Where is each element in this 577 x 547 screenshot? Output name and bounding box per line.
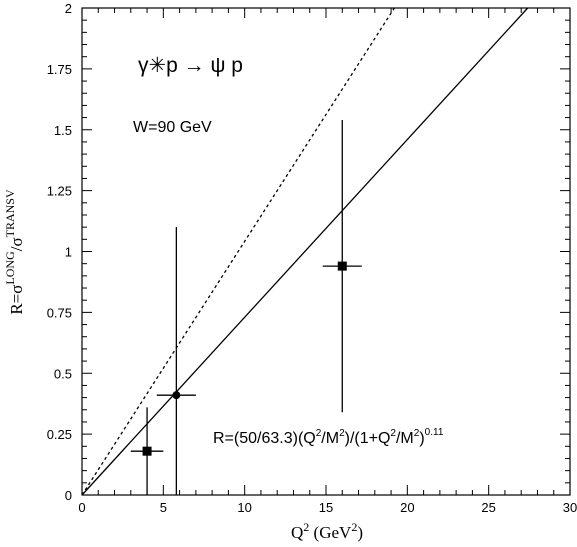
x-axis-title: Q2 (GeV2) — [291, 520, 363, 542]
y-axis: 0 0.25 0.5 0.75 1 1.25 1.5 1.75 2 — [47, 1, 570, 503]
dotted-fit-line — [81, 7, 395, 496]
data-points — [130, 120, 362, 495]
data-point — [322, 120, 362, 413]
x-tick-label: 30 — [563, 500, 577, 515]
circle-marker — [172, 391, 181, 400]
fit-lines — [81, 7, 529, 496]
x-axis: 0 5 10 15 20 25 30 — [78, 8, 577, 515]
y-tick-label: 0.25 — [47, 427, 72, 442]
x-tick-label: 15 — [319, 500, 333, 515]
formula-label: R=(50/63.3)(Q2/M2)/(1+Q2/M2)0.11 — [213, 427, 444, 447]
plot-frame — [81, 7, 571, 496]
process-label: γ✳p → ψ p — [138, 54, 243, 77]
data-point — [156, 227, 196, 495]
y-tick-label: 0.5 — [54, 366, 72, 381]
y-axis-title: R=σLONG/σTRANSV — [3, 189, 26, 315]
x-tick-label: 20 — [400, 500, 414, 515]
data-point — [130, 407, 164, 495]
square-marker — [337, 261, 347, 271]
y-tick-label: 1.5 — [54, 123, 72, 138]
y-tick-label: 2 — [65, 1, 72, 16]
x-tick-label: 10 — [237, 500, 251, 515]
solid-fit-line — [81, 7, 529, 496]
x-tick-label: 0 — [78, 500, 85, 515]
y-tick-label: 0 — [65, 488, 72, 503]
y-tick-label: 1 — [65, 245, 72, 260]
square-marker — [142, 446, 152, 456]
y-tick-label: 1.25 — [47, 184, 72, 199]
x-tick-label: 5 — [160, 500, 167, 515]
y-tick-label: 1.75 — [47, 62, 72, 77]
x-tick-label: 25 — [481, 500, 495, 515]
y-tick-label: 0.75 — [47, 305, 72, 320]
energy-label: W=90 GeV — [133, 119, 212, 136]
